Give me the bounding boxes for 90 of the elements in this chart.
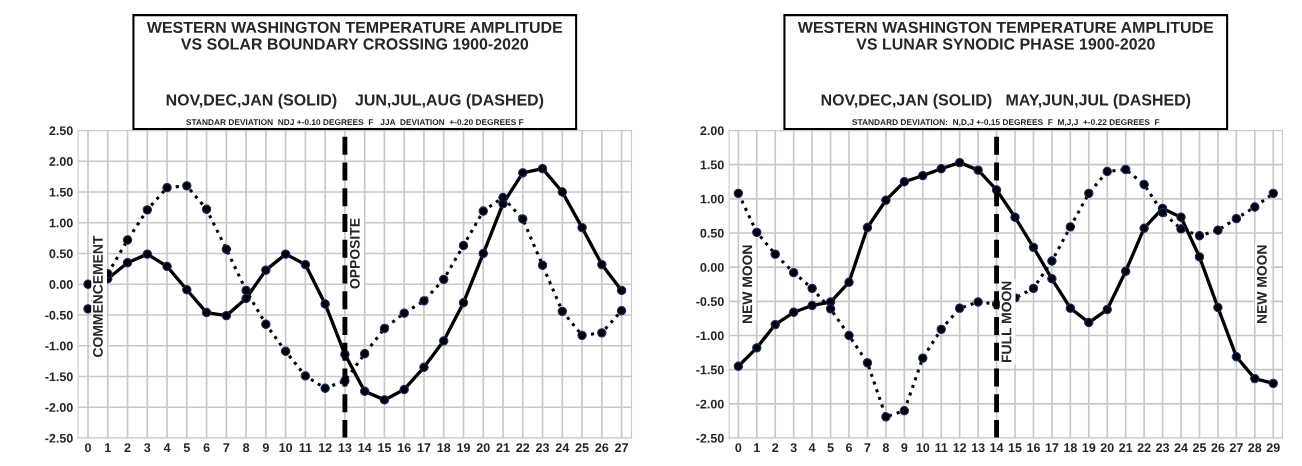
x-tick-label: 14 xyxy=(358,443,372,452)
x-tick-label: 26 xyxy=(595,443,609,453)
y-tick-label: 0.50 xyxy=(49,249,73,259)
x-tick-label: 7 xyxy=(864,443,871,452)
x-tick-label: 15 xyxy=(1008,443,1022,453)
y-tick-label: 0.00 xyxy=(700,262,724,272)
chart-title: WESTERN WASHINGTON TEMPERATURE AMPLITUDE VS SOLAR BOUNDARY CROSSING 1900-2020 xyxy=(146,21,563,50)
x-tick-label: 24 xyxy=(555,443,570,452)
x-tick-label: 10 xyxy=(279,443,293,453)
y-tick-label: -1.50 xyxy=(45,372,73,382)
x-tick-label: 21 xyxy=(1119,443,1133,452)
x-tick-label: 17 xyxy=(1045,443,1059,452)
y-tick-label: -2.50 xyxy=(45,433,73,443)
y-tick-label: -1.00 xyxy=(45,341,73,351)
x-tick-label: 16 xyxy=(398,443,411,453)
y-tick-label: -2.00 xyxy=(696,399,724,409)
x-tick-label: 1 xyxy=(105,443,111,452)
y-tick-label: 1.50 xyxy=(49,187,73,197)
x-tick-label: 21 xyxy=(496,443,510,452)
x-tick-label: 11 xyxy=(935,443,948,452)
y-tick-label: -0.50 xyxy=(45,310,73,320)
x-tick-label: 6 xyxy=(845,443,853,453)
x-tick-label: 0 xyxy=(85,443,91,453)
x-tick-label: 5 xyxy=(827,443,834,453)
x-tick-label: 16 xyxy=(1027,443,1040,453)
x-tick-label: 15 xyxy=(378,443,392,453)
annotation: NEW MOON xyxy=(1257,245,1267,324)
x-tick-label: 19 xyxy=(1082,443,1096,453)
x-tick-label: 24 xyxy=(1174,443,1188,452)
y-tick-label: -2.50 xyxy=(696,433,724,443)
x-tick-label: 22 xyxy=(516,443,530,452)
x-tick-label: 27 xyxy=(1229,443,1243,452)
annotation: COMMENCEMENT xyxy=(93,235,103,357)
x-tick-label: 13 xyxy=(338,443,352,453)
x-tick-label: 28 xyxy=(1248,443,1262,453)
x-tick-label: 2 xyxy=(772,443,779,452)
x-tick-label: 6 xyxy=(203,443,210,453)
y-tick-label: -0.50 xyxy=(696,297,724,306)
x-tick-label: 25 xyxy=(575,443,589,453)
x-tick-label: 4 xyxy=(808,443,816,452)
x-tick-label: 26 xyxy=(1211,443,1225,453)
x-tick-label: 7 xyxy=(223,443,230,452)
x-tick-label: 12 xyxy=(953,443,967,452)
x-tick-label: 13 xyxy=(971,443,985,453)
x-tick-label: 5 xyxy=(183,443,190,453)
y-tick-label: -1.50 xyxy=(696,365,724,375)
x-tick-label: 23 xyxy=(1156,443,1170,453)
x-tick-label: 11 xyxy=(299,443,312,452)
x-tick-label: 4 xyxy=(163,443,171,452)
chart-title: WESTERN WASHINGTON TEMPERATURE AMPLITUDE VS LUNAR SYNODIC PHASE 1900-2020 xyxy=(797,21,1214,50)
x-tick-label: 10 xyxy=(916,443,930,453)
y-tick-label: 2.00 xyxy=(700,126,724,136)
x-tick-label: 20 xyxy=(476,443,490,453)
x-tick-label: 22 xyxy=(1137,443,1151,452)
x-tick-label: 25 xyxy=(1192,443,1207,453)
y-tick-label: -1.00 xyxy=(696,331,724,341)
x-tick-label: 14 xyxy=(990,443,1004,452)
x-tick-label: 23 xyxy=(536,443,550,453)
x-tick-label: 8 xyxy=(882,443,889,453)
y-tick-label: 1.00 xyxy=(700,194,724,204)
x-tick-label: 2 xyxy=(124,443,131,452)
y-tick-label: -2.00 xyxy=(45,403,73,412)
x-tick-label: 3 xyxy=(790,443,797,453)
annotation: OPPOSITE xyxy=(349,218,360,289)
y-tick-label: 2.00 xyxy=(49,157,73,166)
x-tick-label: 18 xyxy=(1064,443,1077,453)
y-tick-label: 0.00 xyxy=(49,280,73,289)
x-tick-label: 27 xyxy=(615,443,628,452)
text: STANDARD DEVIATION: N,D,J +-0.15 DEGREES F M,J,J +-0.22 DEGREES F xyxy=(852,119,1160,127)
annotation: FULL MOON xyxy=(1001,281,1012,363)
chart-subtitle: NOV,DEC,JAN (SOLID) JUN,JUL,AUG (DASHED) xyxy=(166,93,544,109)
y-tick-label: 0.50 xyxy=(700,228,724,238)
x-tick-label: 12 xyxy=(318,443,332,452)
x-tick-label: 8 xyxy=(243,443,250,453)
x-tick-label: 20 xyxy=(1100,443,1114,453)
x-tick-label: 9 xyxy=(901,443,908,453)
x-tick-label: 9 xyxy=(262,443,269,453)
annotation: NEW MOON xyxy=(742,245,753,324)
x-tick-label: 3 xyxy=(144,443,151,453)
y-tick-label: 1.00 xyxy=(49,218,73,228)
chart-subtitle: NOV,DEC,JAN (SOLID) MAY,JUN,JUL (DASHED) xyxy=(821,93,1191,109)
y-tick-label: 1.50 xyxy=(700,160,724,170)
x-tick-label: 17 xyxy=(417,443,431,452)
text: STANDAR DEVIATION NDJ +-0.10 DEGREES F JJA DEVIATION +-0.20 DEGREES F xyxy=(186,119,524,126)
x-tick-label: 29 xyxy=(1266,443,1280,453)
x-tick-label: 0 xyxy=(735,443,742,453)
x-tick-label: 19 xyxy=(457,443,470,453)
x-tick-label: 18 xyxy=(437,443,451,453)
x-tick-label: 1 xyxy=(754,443,760,452)
y-tick-label: 2.50 xyxy=(49,126,73,136)
